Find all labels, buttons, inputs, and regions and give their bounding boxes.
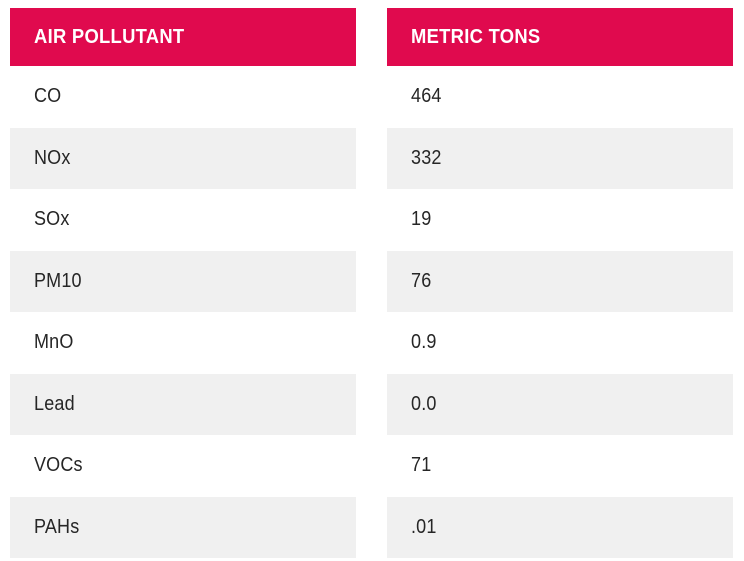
column-header-label: AIR POLLUTANT — [34, 25, 185, 48]
pollutant-name: Lead — [34, 392, 75, 415]
table-row: PAHs — [10, 496, 356, 558]
metric-tons-value: 0.0 — [411, 392, 437, 415]
metric-tons-value: 71 — [411, 454, 432, 477]
table-row: SOx — [10, 189, 356, 251]
column-header-air-pollutant: AIR POLLUTANT — [10, 8, 356, 66]
pollutant-name: PAHs — [34, 515, 80, 538]
table-row: MnO — [10, 312, 356, 374]
table-row: VOCs — [10, 435, 356, 497]
column-header-metric-tons: METRIC TONS — [387, 8, 733, 66]
pollutant-name: MnO — [34, 331, 74, 354]
pollutant-name: SOx — [34, 208, 70, 231]
table-row: CO — [10, 66, 356, 128]
table-row: 464 — [387, 66, 733, 128]
table-row: 0.0 — [387, 373, 733, 435]
pollutant-name: VOCs — [34, 454, 83, 477]
column-header-label: METRIC TONS — [411, 25, 541, 48]
column-air-pollutant: AIR POLLUTANT CO NOx SOx PM10 MnO Lead V… — [10, 8, 356, 558]
metric-tons-value: 76 — [411, 269, 432, 292]
pollutant-name: PM10 — [34, 269, 82, 292]
metric-tons-value: 19 — [411, 208, 432, 231]
metric-tons-value: 0.9 — [411, 331, 437, 354]
table-row: 19 — [387, 189, 733, 251]
table-row: PM10 — [10, 250, 356, 312]
pollutant-name: CO — [34, 85, 62, 108]
pollutant-name: NOx — [34, 146, 71, 169]
table-row: 76 — [387, 250, 733, 312]
table-row: Lead — [10, 373, 356, 435]
metric-tons-value: .01 — [411, 515, 437, 538]
table-row: NOx — [10, 127, 356, 189]
table-row: 71 — [387, 435, 733, 497]
table-row: 332 — [387, 127, 733, 189]
column-metric-tons: METRIC TONS 464 332 19 76 0.9 0.0 71 .01 — [387, 8, 733, 558]
pollutant-table: AIR POLLUTANT CO NOx SOx PM10 MnO Lead V… — [10, 8, 733, 558]
table-row: 0.9 — [387, 312, 733, 374]
metric-tons-value: 332 — [411, 146, 442, 169]
metric-tons-value: 464 — [411, 85, 442, 108]
table-row: .01 — [387, 496, 733, 558]
